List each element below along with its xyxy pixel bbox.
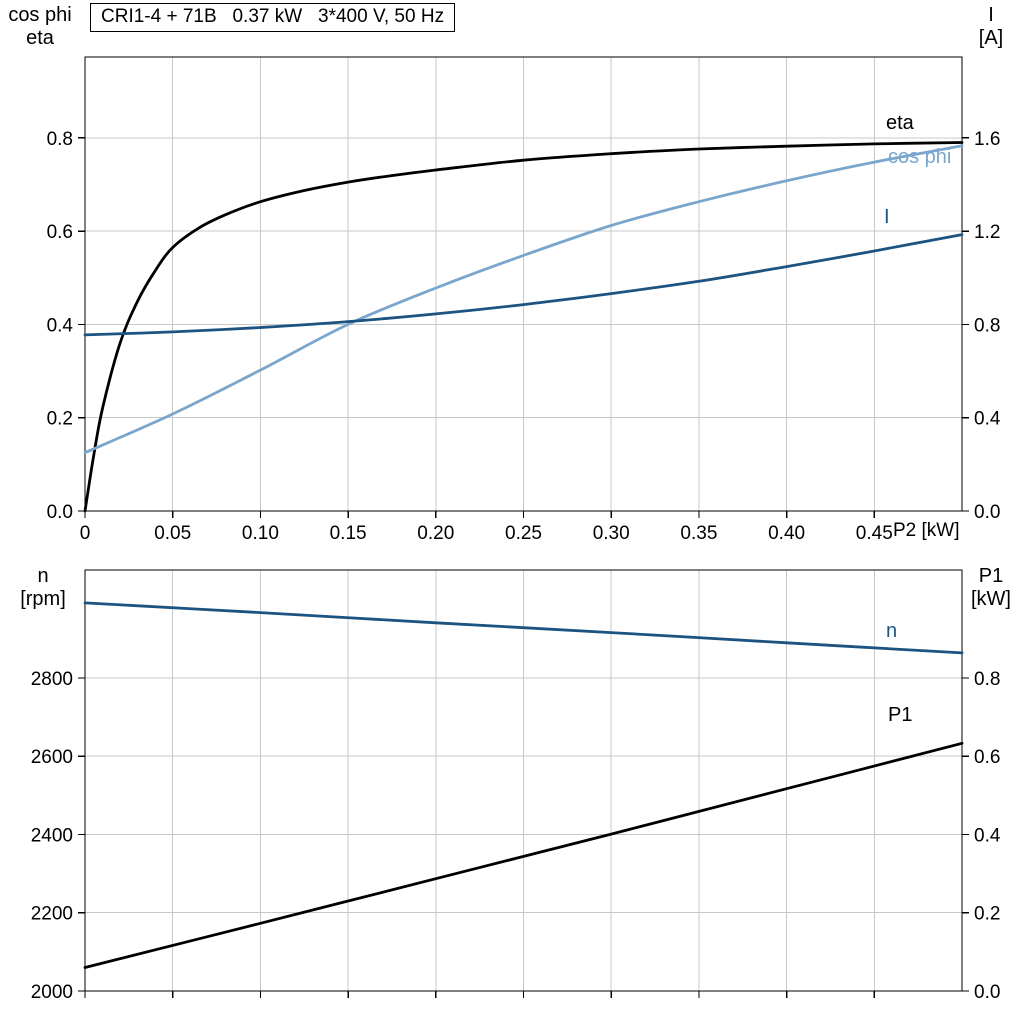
axis-label-current-unit: [A] xyxy=(978,27,1004,49)
axis-label-speed-unit: [rpm] xyxy=(20,588,66,610)
top-right-axis-label: I [A] xyxy=(963,4,1019,50)
svg-text:0: 0 xyxy=(80,523,91,544)
svg-text:0.4: 0.4 xyxy=(47,315,74,336)
svg-text:0.8: 0.8 xyxy=(47,129,73,150)
top-left-axis-label: cos phi eta xyxy=(2,4,78,50)
curve-label-speed: n xyxy=(886,620,898,642)
axis-label-cosphi: cos phi xyxy=(8,4,72,26)
curve-label-cosphi: cos phi xyxy=(888,146,952,168)
svg-text:0.4: 0.4 xyxy=(974,409,1001,430)
svg-text:2000: 2000 xyxy=(31,982,73,1003)
svg-text:0.6: 0.6 xyxy=(974,747,1000,768)
svg-text:0.10: 0.10 xyxy=(242,523,279,544)
curve-label-current: I xyxy=(884,206,890,228)
curve-label-eta: eta xyxy=(886,112,914,134)
svg-text:0.45: 0.45 xyxy=(856,523,893,544)
curve-n xyxy=(83,601,964,655)
svg-text:2400: 2400 xyxy=(31,825,73,846)
axis-label-eta: eta xyxy=(26,27,54,49)
svg-text:0.40: 0.40 xyxy=(768,523,805,544)
svg-text:0.6: 0.6 xyxy=(47,222,73,243)
curve-cos-phi xyxy=(83,144,964,455)
svg-text:2200: 2200 xyxy=(31,904,73,925)
svg-text:1.6: 1.6 xyxy=(974,129,1000,150)
chart-title: CRI1-4 + 71B 0.37 kW 3*400 V, 50 Hz xyxy=(90,3,456,32)
svg-text:0.4: 0.4 xyxy=(974,825,1001,846)
curve-eta xyxy=(83,141,964,513)
axis-label-speed: n xyxy=(37,565,49,587)
axis-label-p1: P1 xyxy=(978,565,1004,587)
svg-text:0.15: 0.15 xyxy=(330,523,367,544)
svg-text:0.2: 0.2 xyxy=(47,409,73,430)
svg-text:0.30: 0.30 xyxy=(593,523,630,544)
axis-label-current: I xyxy=(988,4,994,26)
svg-text:0.8: 0.8 xyxy=(974,669,1000,690)
axis-label-p1-unit: [kW] xyxy=(971,588,1011,610)
svg-text:0.35: 0.35 xyxy=(680,523,717,544)
svg-text:0.0: 0.0 xyxy=(974,502,1000,523)
x-axis-label: P2 [kW] xyxy=(893,520,960,541)
curve-i xyxy=(83,233,964,337)
svg-text:0.8: 0.8 xyxy=(974,315,1000,336)
svg-text:0.05: 0.05 xyxy=(154,523,191,544)
svg-text:1.2: 1.2 xyxy=(974,222,1000,243)
svg-text:0.0: 0.0 xyxy=(974,982,1000,1003)
curve-p1 xyxy=(83,741,964,969)
svg-text:2600: 2600 xyxy=(31,747,73,768)
svg-text:0.0: 0.0 xyxy=(47,502,73,523)
bottom-left-axis-label: n [rpm] xyxy=(11,565,75,611)
svg-text:0.20: 0.20 xyxy=(417,523,454,544)
bottom-right-axis-label: P1 [kW] xyxy=(963,565,1019,611)
svg-text:0.25: 0.25 xyxy=(505,523,542,544)
svg-text:0.2: 0.2 xyxy=(974,904,1000,925)
curve-label-p1: P1 xyxy=(888,704,913,726)
svg-text:2800: 2800 xyxy=(31,669,73,690)
